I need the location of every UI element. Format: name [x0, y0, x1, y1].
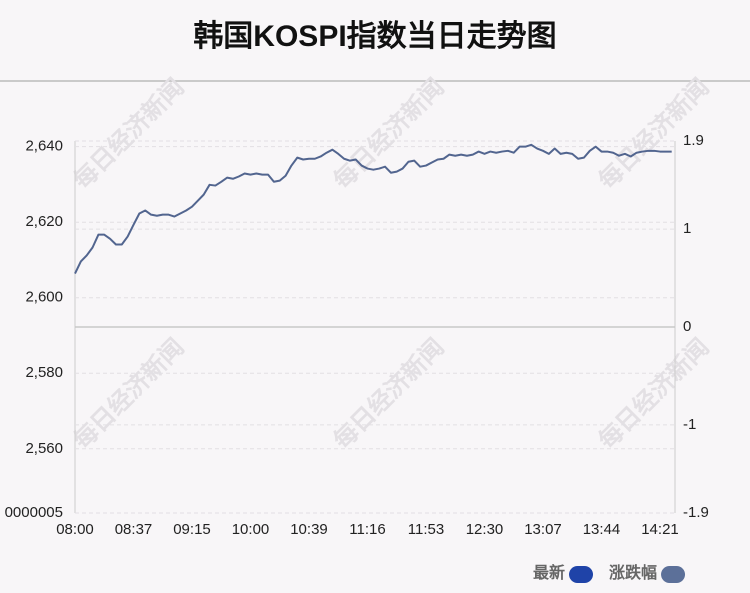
y-tick-label: 0000005: [5, 504, 63, 521]
y-tick-label: 2,620: [25, 213, 63, 230]
y-tick-label: 2,560: [25, 440, 63, 457]
x-tick-label: 09:15: [173, 521, 211, 538]
x-tick-label: 11:16: [349, 521, 385, 538]
x-tick-label: 10:00: [232, 521, 270, 538]
price-line: [74, 143, 672, 274]
x-tick-label: 11:53: [408, 521, 444, 538]
legend-swatch: [661, 566, 686, 583]
x-tick-label: 10:39: [290, 521, 328, 538]
y-tick-label: 2,600: [25, 289, 63, 306]
x-tick-label: 08:37: [115, 521, 153, 538]
legend-label: 涨跌幅: [609, 563, 657, 582]
x-tick-label: 08:00: [56, 521, 94, 538]
y2-tick-label: 1: [683, 220, 691, 237]
x-tick-label: 13:44: [583, 521, 621, 538]
y-tick-label: 2,580: [25, 364, 63, 381]
legend-label: 最新: [533, 563, 565, 582]
y-tick-label: 2,640: [25, 138, 63, 155]
y2-tick-label: 0: [683, 318, 691, 335]
chart-title: 韩国KOSPI指数当日走势图: [193, 20, 556, 53]
y2-tick-label: -1.9: [683, 504, 709, 521]
x-tick-label: 12:30: [466, 521, 504, 538]
y2-tick-label: -1: [683, 416, 696, 433]
y2-tick-label: 1.9: [683, 132, 704, 149]
legend-swatch: [569, 566, 594, 583]
x-tick-label: 13:07: [524, 521, 562, 538]
x-tick-label: 14:21: [641, 521, 679, 538]
